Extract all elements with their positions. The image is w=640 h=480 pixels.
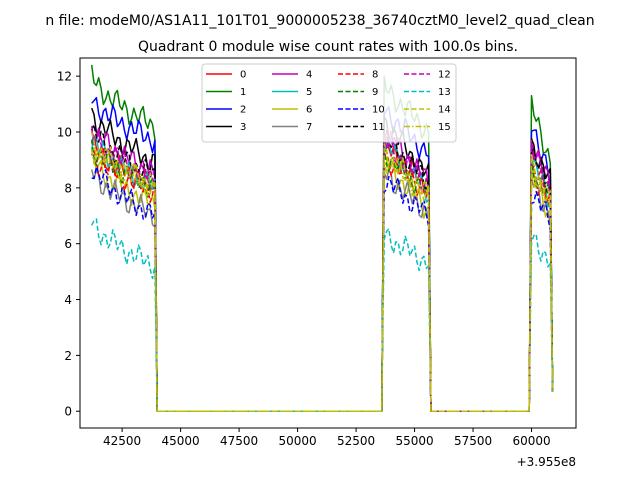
legend-label: 1 [240, 87, 246, 98]
legend-entry-8: 8 [338, 70, 378, 81]
legend-label: 6 [306, 105, 312, 116]
legend-entry-10: 10 [338, 105, 385, 116]
legend-label: 13 [438, 87, 451, 98]
y-tick-label: 6 [64, 237, 72, 251]
y-tick-label: 12 [57, 70, 72, 84]
chart-title: Quadrant 0 module wise count rates with … [138, 39, 518, 55]
y-tick-label: 0 [64, 405, 72, 419]
legend-entry-7: 7 [272, 122, 312, 133]
legend-entry-11: 11 [338, 122, 385, 133]
series-line-15 [90, 147, 554, 412]
legend-entry-12: 12 [404, 70, 451, 81]
legend-entry-0: 0 [206, 70, 246, 81]
y-tick-label: 10 [57, 126, 72, 140]
legend-label: 7 [306, 122, 312, 133]
legend-label: 14 [438, 105, 451, 116]
legend-entry-2: 2 [206, 105, 246, 116]
legend-entry-13: 13 [404, 87, 451, 98]
x-tick-label: 57500 [454, 434, 492, 448]
x-axis: 42500 45000 47500 50000 52500 55000 57500 60000 [103, 428, 551, 448]
legend-label: 10 [372, 105, 385, 116]
y-axis: 0 2 4 6 8 10 12 [57, 70, 80, 419]
legend-entry-9: 9 [338, 87, 378, 98]
x-tick-label: 50000 [278, 434, 316, 448]
legend-label: 4 [306, 70, 312, 81]
figure-suptitle: n file: modeM0/AS1A11_101T01_9000005238_… [45, 13, 594, 29]
legend-label: 9 [372, 87, 378, 98]
legend-label: 3 [240, 122, 246, 133]
x-tick-label: 45000 [162, 434, 200, 448]
legend-label: 12 [438, 70, 451, 81]
axes-frame [79, 57, 577, 429]
y-tick-label: 4 [64, 293, 72, 307]
legend-entry-6: 6 [272, 105, 312, 116]
legend-label: 11 [372, 122, 385, 133]
legend-label: 8 [372, 70, 378, 81]
legend-label: 5 [306, 87, 312, 98]
x-tick-label: 55000 [395, 434, 433, 448]
x-offset-label: +3.955e8 [517, 455, 576, 469]
x-tick-label: 47500 [220, 434, 258, 448]
y-tick-label: 2 [64, 349, 72, 363]
legend-entry-15: 15 [404, 122, 451, 133]
x-tick-label: 42500 [103, 434, 141, 448]
legend-box [201, 63, 457, 143]
x-tick-label: 60000 [512, 434, 550, 448]
legend-entry-4: 4 [272, 70, 312, 81]
legend-label: 2 [240, 105, 246, 116]
legend-label: 15 [438, 122, 451, 133]
legend-entry-5: 5 [272, 87, 312, 98]
legend-label: 0 [240, 70, 246, 81]
legend-entry-14: 14 [404, 105, 451, 116]
legend-entry-3: 3 [206, 122, 246, 133]
y-tick-label: 8 [64, 181, 72, 195]
x-tick-label: 52500 [337, 434, 375, 448]
legend-entry-1: 1 [206, 87, 246, 98]
